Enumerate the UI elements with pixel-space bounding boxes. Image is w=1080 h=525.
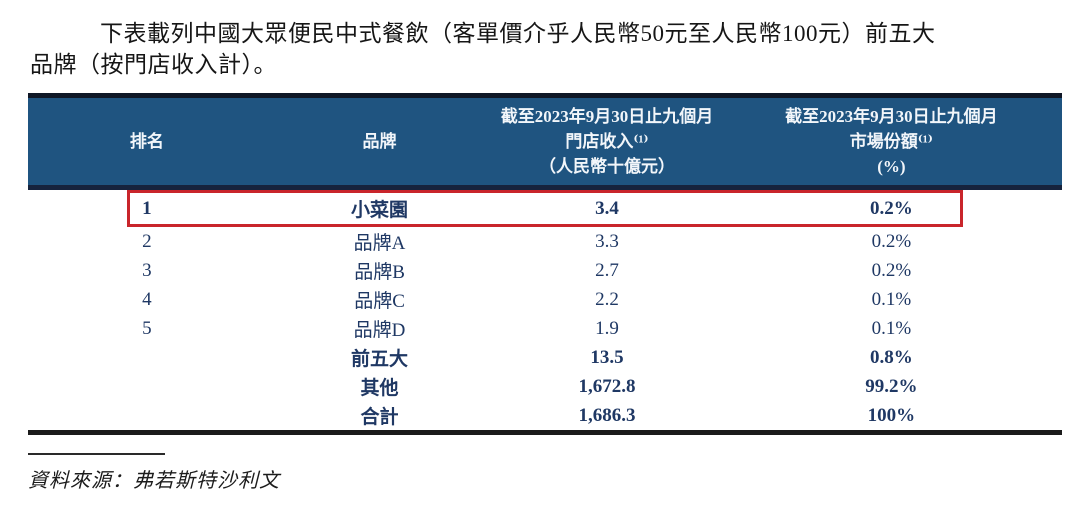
- header-share-line1: 截至2023年9月30日止九個月: [785, 107, 998, 126]
- revenue-cell: 13.5: [590, 346, 624, 368]
- rank-cell: 4: [142, 288, 152, 310]
- revenue-cell: 1.9: [595, 317, 619, 339]
- share-cell: 0.2%: [869, 197, 913, 219]
- header-share-line2: 市場份額⁽¹⁾: [849, 132, 933, 151]
- table-body: 1 小菜園 3.4 0.2% 2 品牌A 3.3 0.2% 3 品牌B 2.7 …: [28, 190, 1062, 435]
- header-rank: 排名: [28, 98, 266, 185]
- intro-paragraph: 下表載列中國大眾便民中式餐飲（客單價介乎人民幣50元至人民幣100元）前五大 品…: [30, 18, 1052, 80]
- revenue-cell: 2.2: [595, 288, 619, 310]
- header-revenue-line1: 截至2023年9月30日止九個月: [500, 107, 714, 126]
- table-row: 其他 1,672.8 99.2%: [28, 372, 1062, 401]
- brand-cell: 品牌B: [354, 262, 405, 283]
- share-cell: 100%: [867, 404, 916, 426]
- header-share-line3: (%): [877, 157, 906, 176]
- brand-cell: 前五大: [351, 349, 409, 370]
- share-cell: 0.1%: [871, 317, 912, 339]
- table-header-row: 排名 品牌 截至2023年9月30日止九個月 門店收入⁽¹⁾ （人民幣十億元） …: [28, 93, 1062, 190]
- share-cell: 0.2%: [871, 230, 912, 252]
- table-row: 1 小菜園 3.4 0.2%: [28, 190, 1062, 227]
- header-rank-label: 排名: [129, 132, 164, 151]
- brand-cell: 其他: [360, 378, 399, 399]
- brand-cell: 品牌A: [353, 233, 406, 254]
- revenue-cell: 3.3: [595, 230, 619, 252]
- table-row: 合計 1,686.3 100%: [28, 401, 1062, 430]
- share-cell: 0.8%: [869, 346, 913, 368]
- rank-cell: 3: [142, 259, 152, 281]
- share-cell: 0.2%: [871, 259, 912, 281]
- intro-line-1: 下表載列中國大眾便民中式餐飲（客單價介乎人民幣50元至人民幣100元）前五大: [100, 21, 936, 46]
- table-row: 2 品牌A 3.3 0.2%: [28, 227, 1062, 256]
- revenue-cell: 1,672.8: [578, 375, 636, 397]
- brand-cell: 品牌D: [353, 320, 406, 341]
- header-brand-label: 品牌: [362, 132, 397, 151]
- brand-cell: 小菜園: [351, 200, 409, 221]
- brand-cell: 合計: [360, 407, 399, 428]
- rank-cell: 5: [142, 317, 152, 339]
- rank-cell: 1: [142, 197, 152, 219]
- revenue-cell: 2.7: [595, 259, 619, 281]
- header-brand: 品牌: [266, 98, 493, 185]
- header-revenue-line3: （人民幣十億元）: [539, 157, 676, 176]
- table-row: 前五大 13.5 0.8%: [28, 343, 1062, 372]
- header-revenue-line2: 門店收入⁽¹⁾: [565, 132, 649, 151]
- footnote-divider: [28, 453, 165, 455]
- table-row: 3 品牌B 2.7 0.2%: [28, 256, 1062, 285]
- header-revenue: 截至2023年9月30日止九個月 門店收入⁽¹⁾ （人民幣十億元）: [493, 98, 720, 185]
- share-cell: 0.1%: [871, 288, 912, 310]
- header-share: 截至2023年9月30日止九個月 市場份額⁽¹⁾ (%): [721, 98, 1062, 185]
- brand-cell: 品牌C: [354, 291, 405, 312]
- table-row: 5 品牌D 1.9 0.1%: [28, 314, 1062, 343]
- revenue-cell: 3.4: [595, 197, 619, 219]
- intro-line-2: 品牌（按門店收入計）。: [30, 52, 277, 77]
- share-cell: 99.2%: [865, 375, 918, 397]
- revenue-cell: 1,686.3: [578, 404, 636, 426]
- rank-cell: 2: [142, 230, 152, 252]
- table-row: 4 品牌C 2.2 0.1%: [28, 285, 1062, 314]
- ranking-table: 排名 品牌 截至2023年9月30日止九個月 門店收入⁽¹⁾ （人民幣十億元） …: [28, 93, 1062, 435]
- source-line: 資料來源：弗若斯特沙利文: [28, 470, 280, 492]
